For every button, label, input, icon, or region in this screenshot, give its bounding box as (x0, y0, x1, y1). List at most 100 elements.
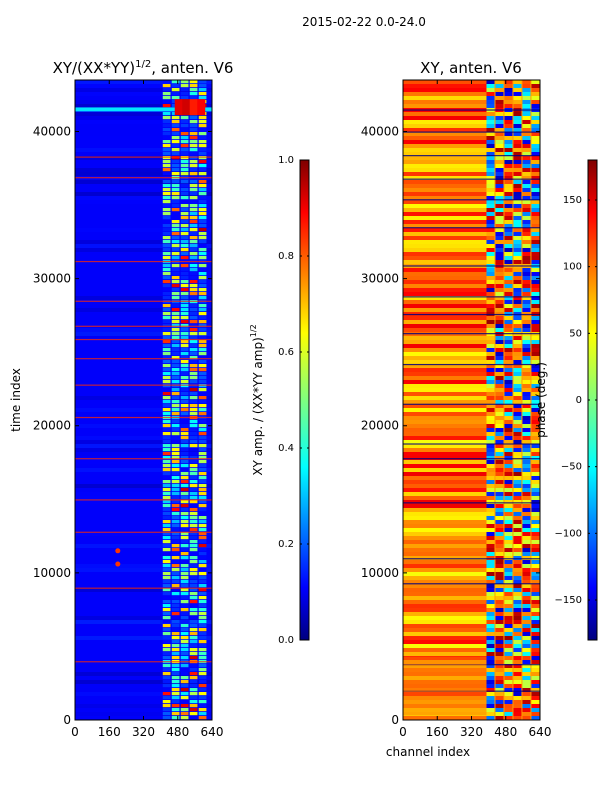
phase-cell (522, 560, 531, 564)
amplitude-cell (198, 164, 207, 168)
amplitude-cell (180, 148, 189, 152)
phase-cell (522, 580, 531, 584)
phase-cell (486, 164, 495, 168)
amplitude-cell (171, 584, 180, 588)
amplitude-cell (189, 432, 198, 436)
phase-cell (486, 652, 495, 656)
phase-cell (522, 296, 531, 300)
amplitude-cell (180, 268, 189, 272)
amplitude-cell (189, 220, 198, 224)
phase-cell (495, 156, 504, 160)
amplitude-cell (180, 580, 189, 584)
phase-cell (522, 136, 531, 140)
amplitude-cell (180, 460, 189, 464)
phase-row (403, 468, 487, 472)
amplitude-cell (180, 188, 189, 192)
phase-row (403, 188, 487, 192)
amplitude-cell (189, 152, 198, 156)
amplitude-cell (162, 356, 171, 360)
amplitude-cell (180, 356, 189, 360)
phase-cell (504, 128, 513, 132)
amplitude-cell (180, 124, 189, 128)
amplitude-cell (189, 148, 198, 152)
amplitude-cell (171, 120, 180, 124)
amplitude-cell (180, 680, 189, 684)
phase-cell (495, 180, 504, 184)
amplitude-cell (189, 580, 198, 584)
phase-cell (513, 568, 522, 572)
phase-cell (513, 316, 522, 320)
phase-row (403, 176, 487, 180)
phase-cell (504, 476, 513, 480)
phase-cell (522, 624, 531, 628)
phase-cell (504, 164, 513, 168)
amplitude-cell (162, 476, 171, 480)
phase-row (403, 304, 487, 308)
phase-cell (495, 208, 504, 212)
phase-cell (513, 648, 522, 652)
amplitude-cell (171, 488, 180, 492)
amplitude-rfi-line (75, 325, 212, 327)
amplitude-cell (198, 172, 207, 176)
amplitude-cell (162, 380, 171, 384)
phase-cell (495, 660, 504, 664)
amplitude-cell (171, 204, 180, 208)
phase-cell (522, 80, 531, 84)
phase-row (403, 372, 487, 376)
phase-cell (531, 124, 540, 128)
phase-cell (522, 408, 531, 412)
phase-row (403, 292, 487, 296)
phase-cell (504, 228, 513, 232)
amplitude-cell (198, 456, 207, 460)
phase-cell (495, 296, 504, 300)
amplitude-cell (171, 492, 180, 496)
amplitude-row (75, 620, 212, 624)
amplitude-cell (189, 136, 198, 140)
amplitude-cell (162, 704, 171, 708)
amplitude-cell (189, 552, 198, 556)
amplitude-cell (171, 228, 180, 232)
phase-cell (495, 484, 504, 488)
amplitude-cell (189, 388, 198, 392)
phase-cell (495, 520, 504, 524)
amplitude-heatmap (75, 80, 212, 720)
phase-cell (531, 644, 540, 648)
phase-cell (522, 380, 531, 384)
amplitude-cell (171, 672, 180, 676)
phase-flag-line (403, 265, 540, 267)
amplitude-x-tick-label: 480 (166, 725, 189, 739)
amplitude-cell (198, 620, 207, 624)
phase-cell (495, 608, 504, 612)
phase-cell (513, 700, 522, 704)
amplitude-row (75, 248, 212, 252)
phase-cell (504, 440, 513, 444)
amplitude-cell (189, 648, 198, 652)
phase-cell (513, 112, 522, 116)
amplitude-cell (180, 220, 189, 224)
amplitude-cell (162, 84, 171, 88)
phase-cell (513, 524, 522, 528)
phase-row (403, 716, 487, 720)
phase-cell (522, 616, 531, 620)
amplitude-cell (189, 492, 198, 496)
amplitude-cell (198, 352, 207, 356)
amplitude-cell (162, 404, 171, 408)
phase-cell (531, 628, 540, 632)
amplitude-rfi-line (75, 300, 212, 302)
phase-cell (504, 632, 513, 636)
amplitude-cell (171, 236, 180, 240)
phase-cell (531, 388, 540, 392)
amplitude-cell (180, 604, 189, 608)
phase-cell (522, 404, 531, 408)
phase-cell (504, 100, 513, 104)
phase-cell (513, 468, 522, 472)
phase-cell (504, 260, 513, 264)
phase-x-tick-label: 0 (399, 725, 407, 739)
phase-cell (522, 364, 531, 368)
amplitude-cell (189, 620, 198, 624)
amplitude-cell (189, 636, 198, 640)
amplitude-cell (189, 296, 198, 300)
amplitude-cell (162, 136, 171, 140)
amplitude-cell (180, 408, 189, 412)
phase-cell (531, 704, 540, 708)
